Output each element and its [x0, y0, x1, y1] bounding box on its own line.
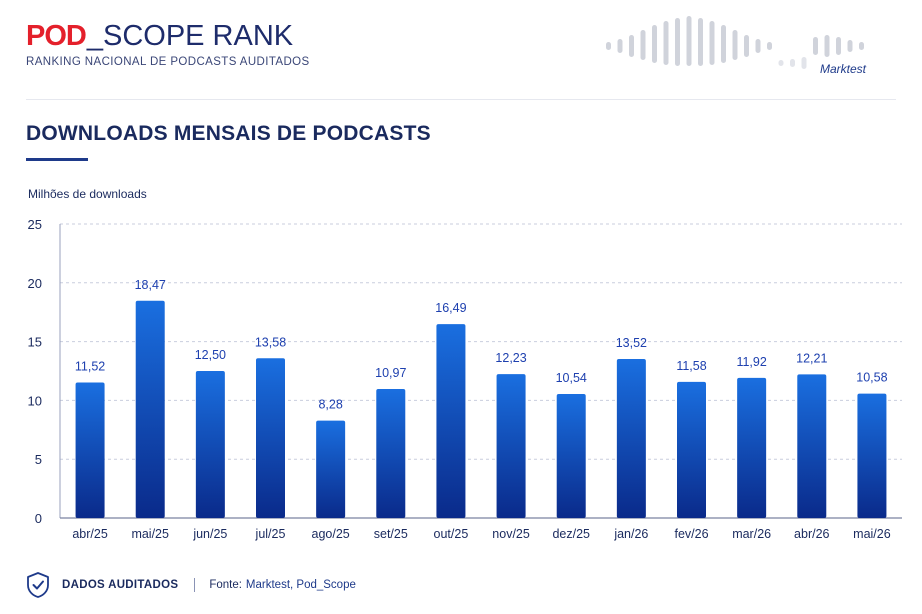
wave-bar — [778, 60, 784, 66]
wave-bar — [698, 18, 703, 66]
bar-value-label: 11,52 — [75, 360, 105, 374]
bar-value-label: 11,92 — [736, 355, 766, 369]
wave-bar — [767, 42, 772, 50]
bar-chart: Milhões de downloads 0 5 10 15 20 25 11,52 abr/2… — [28, 187, 902, 541]
bar — [316, 420, 346, 518]
wave-bar — [675, 18, 680, 66]
x-tick-label: mai/25 — [131, 527, 169, 541]
wave-bar — [606, 42, 611, 50]
y-tick-label: 10 — [28, 393, 42, 408]
wave-bar — [652, 25, 657, 63]
wave-bar — [859, 42, 864, 50]
source-label: Fonte: — [209, 579, 242, 591]
footer-separator — [194, 578, 196, 592]
bar-value-label: 16,49 — [435, 301, 466, 315]
wave-bar — [755, 39, 761, 53]
bar-value-label: 12,50 — [195, 348, 226, 362]
wave-bar — [847, 40, 853, 52]
x-tick-label: jun/25 — [192, 527, 227, 541]
x-tick-label: jan/26 — [613, 527, 648, 541]
y-axis-title: Milhões de downloads — [28, 187, 147, 201]
bar — [436, 324, 466, 518]
bar — [376, 388, 406, 518]
wave-bar — [617, 39, 623, 53]
header: POD _SCOPE RANK RANKING NACIONAL DE PODC… — [0, 0, 922, 100]
logo-pod: POD — [26, 20, 87, 52]
wave-bar — [801, 57, 807, 69]
wave-bar — [744, 35, 749, 57]
marktest-brand: Marktest — [820, 62, 867, 76]
wave-bar — [813, 37, 818, 55]
bar — [857, 393, 887, 518]
title-underline — [26, 158, 88, 161]
wave-bar — [686, 16, 692, 66]
x-tick-label: mai/26 — [853, 527, 891, 541]
bar — [737, 377, 767, 518]
bar-value-label: 12,23 — [495, 351, 526, 365]
wave-bar — [629, 35, 634, 57]
bar — [195, 371, 225, 518]
logo-scope-rank: _SCOPE RANK — [86, 20, 294, 52]
wave-bar — [640, 30, 646, 60]
y-tick-label: 5 — [35, 452, 42, 467]
wave-bar — [663, 21, 669, 65]
bar — [797, 374, 827, 518]
bar — [256, 358, 285, 518]
x-tick-label: abr/25 — [72, 527, 107, 541]
bar — [677, 381, 706, 518]
x-tick-label: fev/26 — [674, 527, 708, 541]
bar — [135, 300, 165, 518]
x-tick-label: set/25 — [374, 527, 408, 541]
sound-wave-icon — [606, 16, 864, 69]
y-tick-label: 15 — [28, 335, 42, 350]
x-tick-label: jul/25 — [255, 527, 286, 541]
bar-value-label: 10,54 — [556, 371, 587, 385]
bar-value-label: 13,58 — [255, 335, 286, 349]
x-tick-label: out/25 — [434, 527, 469, 541]
bar-value-label: 10,58 — [856, 371, 887, 385]
wave-bar — [709, 21, 715, 65]
bar-value-label: 12,21 — [796, 351, 827, 365]
page-title: DOWNLOADS MENSAIS DE PODCASTS — [26, 122, 431, 145]
footer: DADOS AUDITADOS Fonte: Marktest, Pod_Sco… — [26, 568, 356, 602]
bar — [556, 394, 586, 518]
audited-label: DADOS AUDITADOS — [62, 579, 179, 591]
wave-bar — [836, 37, 841, 55]
source-value: Marktest, Pod_Scope — [245, 579, 356, 591]
bar — [496, 374, 526, 518]
x-tick-label: mar/26 — [732, 527, 771, 541]
pod-scope-logo: POD _SCOPE RANK — [26, 18, 293, 54]
x-tick-label: abr/26 — [794, 527, 829, 541]
y-tick-label: 25 — [28, 217, 42, 232]
x-tick-label: ago/25 — [312, 527, 350, 541]
wave-bar — [721, 25, 726, 63]
y-tick-label: 20 — [28, 276, 42, 291]
header-divider — [26, 99, 896, 100]
bar-value-label: 13,52 — [616, 336, 647, 350]
bar — [75, 382, 105, 518]
wave-bar — [732, 30, 738, 60]
y-tick-label: 0 — [35, 511, 42, 526]
wave-bar — [824, 35, 830, 57]
bar — [616, 359, 646, 518]
bar-value-label: 8,28 — [318, 398, 342, 412]
wave-bar — [790, 59, 795, 67]
bar-value-label: 11,58 — [676, 359, 706, 373]
shield-check-icon — [27, 572, 49, 598]
x-tick-label: dez/25 — [552, 527, 590, 541]
header-subtitle: RANKING NACIONAL DE PODCASTS AUDITADOS — [26, 56, 310, 68]
x-tick-label: nov/25 — [492, 527, 530, 541]
bar-value-label: 10,97 — [375, 366, 406, 380]
bar-value-label: 18,47 — [135, 278, 166, 292]
